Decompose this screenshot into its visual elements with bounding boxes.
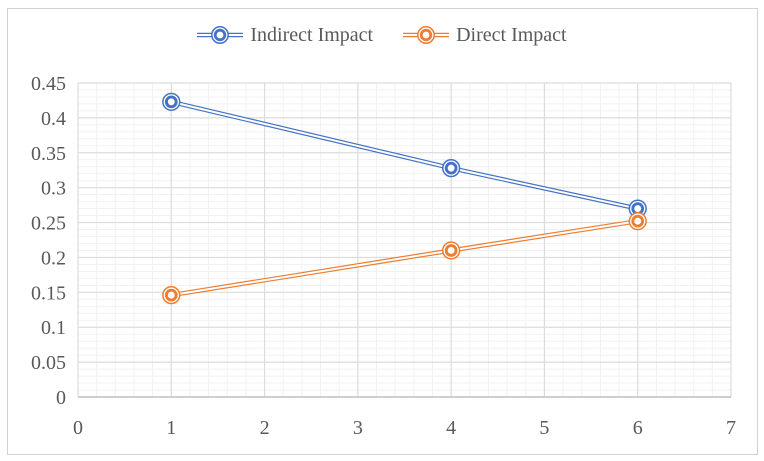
data-point-marker-inner bbox=[631, 214, 645, 228]
legend-label-indirect-impact: Indirect Impact bbox=[250, 23, 374, 46]
y-axis-tick-label: 0.45 bbox=[31, 73, 66, 95]
x-axis-tick-label: 5 bbox=[539, 417, 549, 439]
direct-impact-line-marker-icon bbox=[403, 26, 450, 44]
y-axis-tick-label: 0.2 bbox=[41, 247, 66, 269]
y-axis-tick-label: 0.1 bbox=[41, 317, 66, 339]
chart-legend: Indirect Impact Direct Impact bbox=[0, 23, 764, 47]
x-axis-tick-label: 4 bbox=[446, 417, 456, 439]
x-axis-tick-label: 1 bbox=[166, 417, 176, 439]
y-axis-tick-label: 0.4 bbox=[41, 108, 66, 130]
y-axis-tick-label: 0.05 bbox=[31, 352, 66, 374]
y-axis-tick-label: 0.35 bbox=[31, 143, 66, 165]
x-axis-tick-label: 0 bbox=[73, 417, 83, 439]
series-line-direct-impact-inner-gap bbox=[171, 220, 638, 297]
x-axis-tick-label: 3 bbox=[353, 417, 363, 439]
y-axis-tick-label: 0.3 bbox=[41, 178, 66, 200]
x-axis-tick-label: 2 bbox=[260, 417, 270, 439]
y-axis-tick-label: 0.25 bbox=[31, 213, 66, 235]
indirect-impact-line-marker-icon bbox=[197, 26, 244, 44]
data-point-marker-inner bbox=[444, 244, 458, 257]
x-axis-tick-label: 6 bbox=[633, 417, 643, 439]
x-axis-tick-label: 7 bbox=[726, 417, 736, 439]
legend-label-direct-impact: Direct Impact bbox=[456, 23, 567, 46]
data-point-marker-inner bbox=[444, 161, 458, 175]
y-axis-tick-label: 0.15 bbox=[31, 282, 66, 304]
data-point-marker-inner bbox=[164, 95, 178, 109]
data-point-marker-inner bbox=[164, 288, 178, 302]
y-axis-tick-label: 0 bbox=[56, 387, 66, 409]
legend-item-indirect-impact[interactable]: Indirect Impact bbox=[197, 23, 373, 47]
legend-item-direct-impact[interactable]: Direct Impact bbox=[403, 23, 567, 47]
